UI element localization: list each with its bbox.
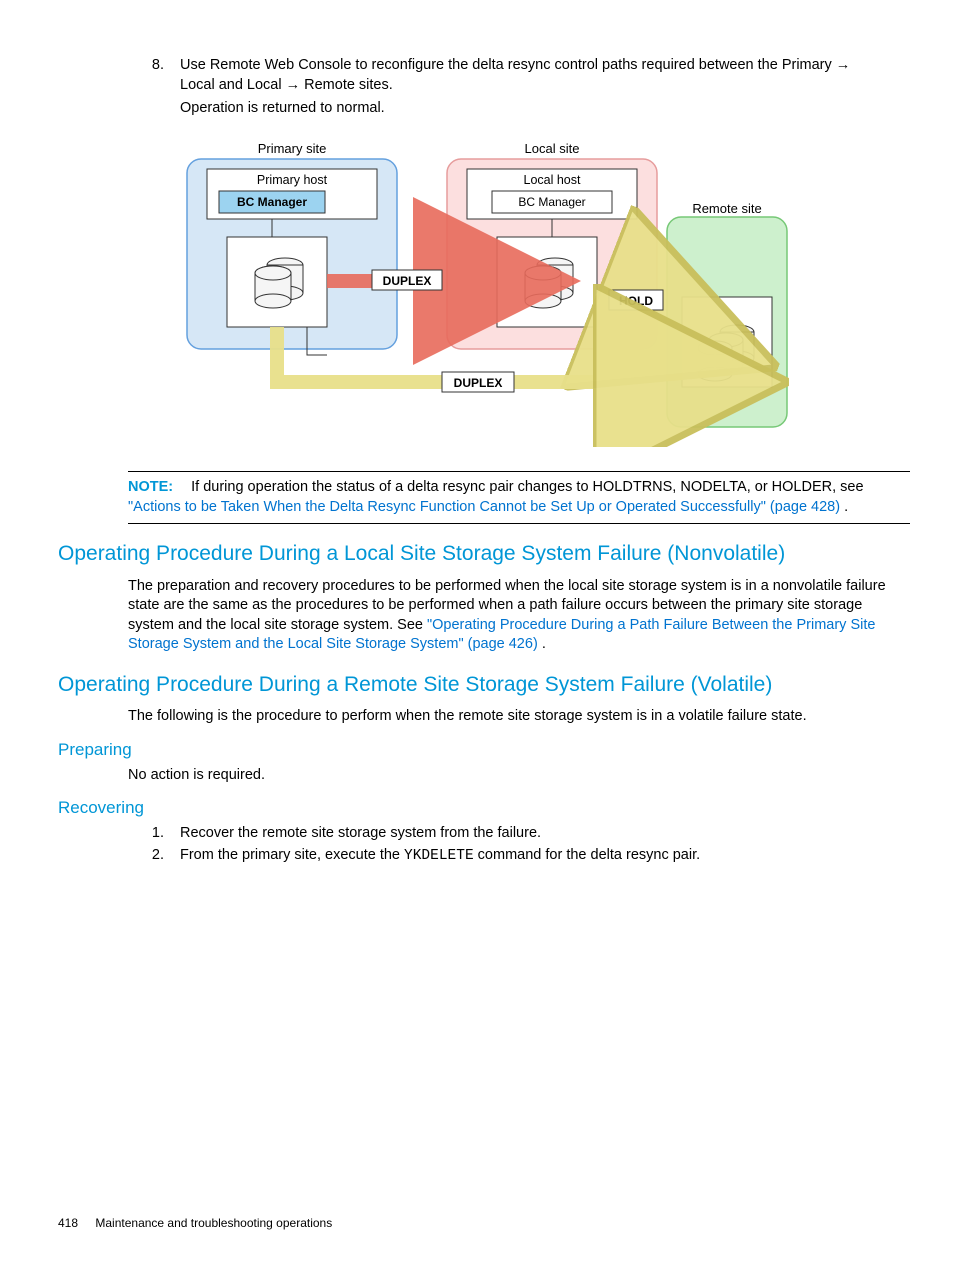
list-number: 1. bbox=[134, 824, 180, 844]
step-text-1: Use Remote Web Console to reconfigure th… bbox=[180, 56, 886, 95]
list-number: 2. bbox=[134, 846, 180, 867]
chapter-title: Maintenance and troubleshooting operatio… bbox=[95, 1216, 332, 1230]
note-text-before: If during operation the status of a delt… bbox=[191, 479, 863, 495]
duplex-bottom-label: DUPLEX bbox=[454, 376, 503, 390]
section1-heading: Operating Procedure During a Local Site … bbox=[58, 540, 896, 568]
note-link[interactable]: "Actions to be Taken When the Delta Resy… bbox=[128, 499, 840, 515]
page-footer: 418 Maintenance and troubleshooting oper… bbox=[58, 1215, 332, 1231]
list-body: Recover the remote site storage system f… bbox=[180, 824, 896, 844]
note-label: NOTE: bbox=[128, 479, 173, 495]
note-rule-bottom bbox=[128, 523, 910, 524]
item2-after: command for the delta resync pair. bbox=[474, 847, 700, 863]
primary-site-label: Primary site bbox=[258, 141, 327, 156]
local-site-label: Local site bbox=[525, 141, 580, 156]
note-block: NOTE: If during operation the status of … bbox=[128, 478, 886, 517]
step-text-2: Operation is returned to normal. bbox=[180, 99, 886, 119]
step-number: 8. bbox=[130, 56, 180, 123]
preparing-heading: Preparing bbox=[58, 739, 896, 762]
bc-manager-local: BC Manager bbox=[518, 195, 585, 209]
sites-diagram: Primary site Local site Remote site Prim… bbox=[58, 137, 896, 454]
note-rule-top bbox=[128, 471, 910, 472]
preparing-body: No action is required. bbox=[128, 766, 886, 786]
recovering-heading: Recovering bbox=[58, 797, 896, 820]
item2-code: YKDELETE bbox=[404, 848, 474, 864]
section1-text-after: . bbox=[542, 636, 546, 652]
hold-label: HOLD bbox=[619, 294, 653, 308]
list-body: From the primary site, execute the YKDEL… bbox=[180, 846, 896, 867]
primary-host-label: Primary host bbox=[257, 173, 328, 187]
bc-manager-primary: BC Manager bbox=[237, 195, 307, 209]
section2-heading: Operating Procedure During a Remote Site… bbox=[58, 671, 896, 699]
page-number: 418 bbox=[58, 1216, 78, 1230]
duplex-top-label: DUPLEX bbox=[383, 274, 432, 288]
recovering-item-1: 1. Recover the remote site storage syste… bbox=[58, 824, 896, 844]
item2-before: From the primary site, execute the bbox=[180, 847, 404, 863]
recovering-item-2: 2. From the primary site, execute the YK… bbox=[58, 846, 896, 867]
section1-para: The preparation and recovery procedures … bbox=[128, 577, 886, 655]
remote-site-label: Remote site bbox=[692, 201, 761, 216]
local-host-label: Local host bbox=[524, 173, 582, 187]
step-8: 8. Use Remote Web Console to reconfigure… bbox=[58, 56, 896, 123]
section2-intro: The following is the procedure to perfor… bbox=[128, 707, 886, 727]
note-text-after: . bbox=[844, 499, 848, 515]
step-body: Use Remote Web Console to reconfigure th… bbox=[180, 56, 896, 123]
